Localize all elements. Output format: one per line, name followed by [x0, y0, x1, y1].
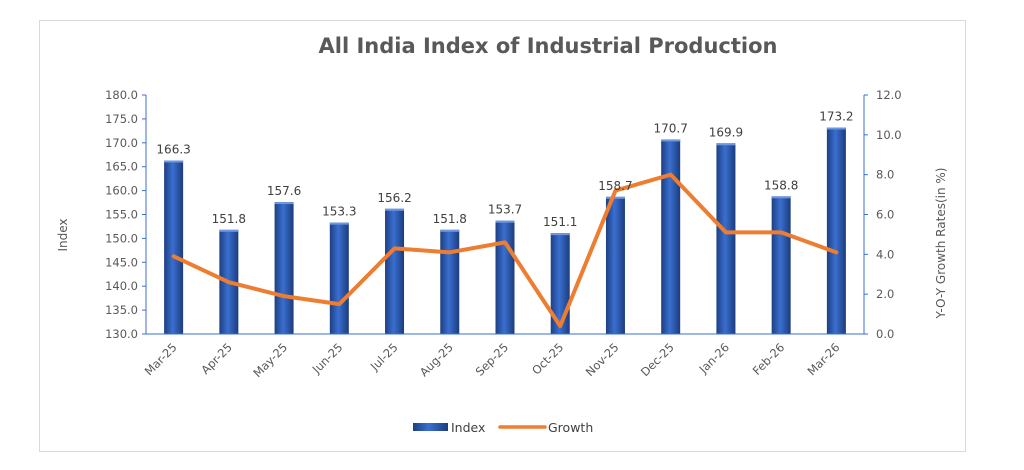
left-tick-label: 160.0 [105, 184, 138, 198]
x-tick-label: Jul-25 [367, 340, 401, 374]
bar-top-highlight [495, 220, 515, 223]
bar-top-highlight [605, 196, 625, 199]
x-tick-label: Mar-25 [142, 340, 180, 378]
x-tick-label: Aug-25 [417, 340, 456, 379]
right-tick-label: 8.0 [876, 168, 894, 182]
line-series [171, 172, 839, 329]
data-label: 153.7 [488, 203, 522, 217]
chart-title: All India Index of Industrial Production [319, 34, 778, 58]
bar [385, 208, 405, 334]
right-tick-label: 0.0 [876, 327, 894, 341]
bar [826, 127, 846, 334]
data-label: 157.6 [267, 184, 301, 198]
bar [274, 202, 294, 334]
right-tick-label: 12.0 [876, 88, 902, 102]
data-label: 169.9 [709, 125, 743, 139]
left-tick-label: 140.0 [105, 279, 138, 293]
left-tick-label: 145.0 [105, 255, 138, 269]
bar [164, 160, 184, 334]
bar [605, 196, 625, 334]
left-tick-label: 135.0 [105, 303, 138, 317]
data-label: 153.3 [322, 205, 356, 219]
legend-index-swatch [413, 423, 448, 431]
left-tick-label: 165.0 [105, 160, 138, 174]
bar-top-highlight [329, 222, 349, 225]
bar [495, 220, 515, 334]
legend: Index Growth [413, 420, 593, 435]
legend-growth-label: Growth [548, 420, 593, 435]
data-label: 166.3 [156, 142, 190, 156]
left-tick-label: 155.0 [105, 208, 138, 222]
left-tick-label: 130.0 [105, 327, 138, 341]
left-tick-label: 170.0 [105, 136, 138, 150]
right-tick-label: 4.0 [876, 247, 894, 261]
bar-top-highlight [440, 229, 460, 232]
bar-top-highlight [164, 160, 184, 163]
left-tick-label: 150.0 [105, 231, 138, 245]
bar-top-highlight [550, 233, 570, 236]
data-label: 156.2 [377, 191, 411, 205]
bar-top-highlight [716, 143, 736, 146]
right-tick-label: 2.0 [876, 287, 894, 301]
bar [329, 222, 349, 334]
left-tick-label: 180.0 [105, 88, 138, 102]
legend-index-label: Index [451, 420, 485, 435]
x-tick-label: Jun-25 [309, 340, 346, 377]
x-tick-label: Mar-26 [804, 340, 842, 378]
right-tick-label: 10.0 [876, 128, 902, 142]
bar-top-highlight [385, 208, 405, 211]
data-label: 151.8 [212, 212, 246, 226]
x-tick-label: Dec-25 [638, 340, 677, 379]
y2-axis-title: Y-O-Y Growth Rates(in %) [934, 168, 948, 320]
x-tick-label: Sep-25 [473, 340, 512, 379]
bar [771, 196, 791, 334]
bar [661, 139, 681, 334]
x-tick-label: Apr-25 [198, 340, 235, 377]
right-axis: 0.0 2.0 4.0 6.0 8.0 10.0 12.0 [863, 88, 902, 341]
bar [440, 229, 460, 334]
data-label: 158.8 [764, 178, 798, 192]
bar-top-highlight [661, 139, 681, 142]
x-tick-label: May-25 [250, 340, 290, 380]
left-tick-label: 175.0 [105, 112, 138, 126]
data-label: 158.7 [598, 179, 632, 193]
bar-top-highlight [771, 196, 791, 199]
data-label: 173.2 [819, 110, 853, 124]
data-label: 151.8 [433, 212, 467, 226]
x-tick-label: Feb-26 [750, 340, 788, 378]
bar-top-highlight [274, 202, 294, 205]
bar-top-highlight [219, 229, 239, 232]
right-tick-label: 6.0 [876, 208, 894, 222]
x-tick-label: Oct-25 [529, 340, 566, 377]
x-tick-label: Jan-26 [696, 340, 732, 376]
y-axis-title: Index [56, 218, 70, 251]
bar [550, 233, 570, 334]
left-axis: 130.0 135.0 140.0 145.0 150.0 155.0 160.0 165.0… [105, 88, 147, 341]
bar [716, 143, 736, 334]
x-tick-label: Nov-25 [583, 340, 622, 379]
x-axis: Mar-25 Apr-25 May-25 Jun-25 Jul-25 Aug-25 Sep-… [142, 333, 864, 380]
data-label: 151.1 [543, 215, 577, 229]
bar-top-highlight [826, 127, 846, 130]
data-label: 170.7 [654, 121, 688, 135]
data-labels: 166.3 151.8 157.6 153.3 156.2 151.8 153.7 151.1… [156, 110, 853, 230]
